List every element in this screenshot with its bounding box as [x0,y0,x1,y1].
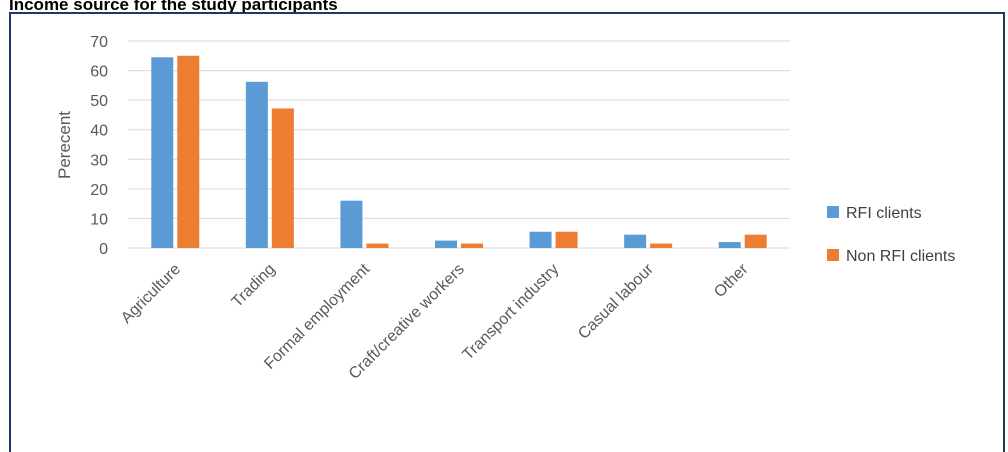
bar-rfi-1 [245,81,268,249]
bar-rfi-4 [529,231,552,248]
category-label: Formal employment [261,260,373,372]
category-label: Casual labour [575,260,657,342]
category-label: Other [711,260,752,301]
bar-rfi-3 [435,240,457,248]
bar-non-rfi-5 [650,243,673,248]
y-tick-label: 20 [90,182,108,199]
bar-non-rfi-4 [555,231,578,248]
category-label: Trading [229,261,279,311]
bars [151,55,767,249]
figure-title: Income source for the study participants [9,0,338,14]
y-axis-ticks: 0 10 20 30 40 50 60 70 [90,34,108,258]
bar-rfi-5 [624,234,647,248]
category-label: Agriculture [118,261,184,327]
y-tick-label: 40 [90,123,108,140]
bar-rfi-2 [340,200,363,248]
chart-frame [9,12,1005,452]
legend-label: Non RFI clients [846,248,955,265]
bar-non-rfi-6 [744,234,767,248]
gridlines [128,40,790,249]
bar-non-rfi-1 [271,108,294,249]
bar-non-rfi-0 [177,55,200,249]
bar-rfi-6 [718,242,741,248]
y-axis-label: Perecent [55,111,74,179]
y-tick-label: 60 [90,64,108,81]
legend-label: RFI clients [846,205,922,222]
y-tick-label: 30 [90,152,108,169]
y-tick-label: 50 [90,93,108,110]
y-tick-label: 10 [90,211,108,228]
y-tick-label: 0 [99,241,108,258]
legend: RFI clients Non RFI clients [827,205,955,265]
legend-swatch [827,206,839,218]
legend-swatch [827,249,839,261]
category-label: Transport industry [460,261,563,364]
y-tick-label: 70 [90,34,108,51]
bar-non-rfi-3 [461,243,483,248]
bar-rfi-0 [151,57,174,249]
bar-non-rfi-2 [366,243,389,248]
